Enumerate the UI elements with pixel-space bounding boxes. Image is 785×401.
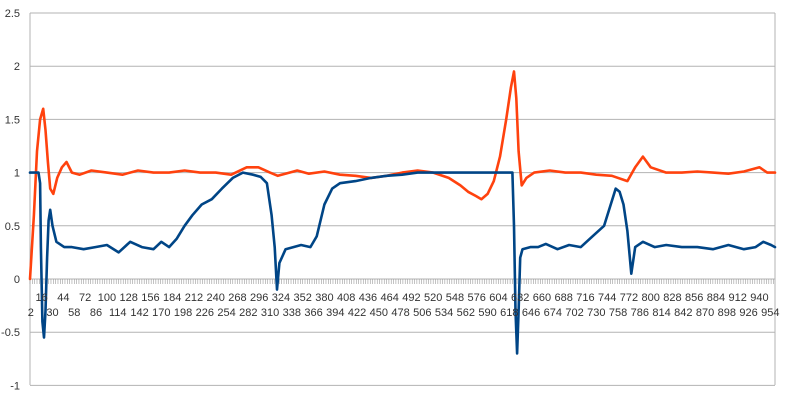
x-tick-label: 156 — [141, 292, 159, 304]
x-tick-label: 674 — [544, 307, 562, 319]
x-tick-label: 632 — [511, 292, 529, 304]
x-tick-label: 898 — [718, 307, 736, 319]
x-tick-label: 744 — [598, 292, 616, 304]
y-axis-labels: -1 -0.5 0 0.5 1 1.5 2 2.5 — [1, 8, 20, 392]
x-tick-label: 590 — [478, 307, 496, 319]
y-tick-label: 2.5 — [5, 8, 20, 20]
x-tick-label: 464 — [381, 292, 399, 304]
y-tick-label: -1 — [10, 380, 20, 392]
x-tick-label: 730 — [587, 307, 605, 319]
x-tick-label: 618 — [500, 307, 518, 319]
series-line-0 — [28, 70, 777, 281]
x-tick-label: 30 — [46, 307, 58, 319]
x-tick-label: 338 — [283, 307, 301, 319]
x-tick-label: 394 — [326, 307, 344, 319]
y-tick-label: 1 — [14, 168, 20, 180]
x-tick-label: 128 — [119, 292, 137, 304]
y-tick-label: -0.5 — [1, 327, 20, 339]
x-tick-label: 926 — [739, 307, 757, 319]
x-tick-label: 940 — [750, 292, 768, 304]
series-line-1 — [28, 171, 777, 355]
x-tick-label: 716 — [576, 292, 594, 304]
x-tick-label: 310 — [261, 307, 279, 319]
x-tick-label: 856 — [685, 292, 703, 304]
x-tick-label: 912 — [729, 292, 747, 304]
x-tick-label: 58 — [68, 307, 80, 319]
x-tick-label: 520 — [424, 292, 442, 304]
x-tick-label: 86 — [90, 307, 102, 319]
x-tick-label: 296 — [250, 292, 268, 304]
x-tick-label: 226 — [196, 307, 214, 319]
x-tick-label: 380 — [315, 292, 333, 304]
x-tick-label: 576 — [468, 292, 486, 304]
x-tick-label: 562 — [457, 307, 475, 319]
x-tick-label: 800 — [642, 292, 660, 304]
x-tick-label: 184 — [163, 292, 181, 304]
y-tick-label: 0.5 — [5, 221, 20, 233]
x-tick-label: 268 — [228, 292, 246, 304]
x-tick-label: 450 — [370, 307, 388, 319]
x-tick-label: 114 — [109, 307, 127, 319]
x-tick-label: 954 — [761, 307, 779, 319]
x-tick-label: 240 — [206, 292, 224, 304]
x-tick-label: 548 — [446, 292, 464, 304]
x-tick-label: 408 — [337, 292, 355, 304]
x-tick-label: 324 — [272, 292, 290, 304]
x-tick-label: 772 — [620, 292, 638, 304]
x-tick-label: 44 — [57, 292, 69, 304]
x-tick-label: 212 — [185, 292, 203, 304]
x-tick-label: 2 — [28, 307, 34, 319]
x-tick-label: 842 — [674, 307, 692, 319]
x-tick-label: 422 — [348, 307, 366, 319]
y-tick-label: 1.5 — [5, 114, 20, 126]
x-tick-label: 72 — [79, 292, 91, 304]
x-tick-label: 436 — [359, 292, 377, 304]
x-axis-ticks — [29, 279, 774, 284]
x-tick-label: 604 — [489, 292, 507, 304]
x-tick-label: 142 — [130, 307, 148, 319]
x-tick-label: 352 — [293, 292, 311, 304]
x-tick-label: 506 — [413, 307, 431, 319]
y-tick-label: 2 — [14, 61, 20, 73]
y-tick-label: 0 — [14, 274, 20, 286]
x-tick-label: 660 — [533, 292, 551, 304]
x-tick-label: 100 — [98, 292, 116, 304]
x-tick-label: 814 — [652, 307, 670, 319]
x-axis-labels: 16 44 72 100 128 156 184 212 240 268 296 324 352 380 4… — [28, 292, 780, 319]
x-tick-label: 366 — [304, 307, 322, 319]
x-tick-label: 492 — [402, 292, 420, 304]
x-tick-label: 534 — [435, 307, 453, 319]
x-tick-label: 198 — [174, 307, 192, 319]
x-tick-label: 870 — [696, 307, 714, 319]
x-tick-label: 758 — [609, 307, 627, 319]
x-tick-label: 646 — [522, 307, 540, 319]
x-tick-label: 170 — [152, 307, 170, 319]
x-tick-label: 254 — [217, 307, 235, 319]
x-tick-label: 16 — [36, 292, 48, 304]
x-tick-label: 282 — [239, 307, 257, 319]
x-tick-label: 828 — [663, 292, 681, 304]
x-tick-label: 786 — [631, 307, 649, 319]
x-tick-label: 702 — [565, 307, 583, 319]
grid — [29, 12, 776, 386]
series-group — [28, 70, 777, 355]
x-tick-label: 478 — [391, 307, 409, 319]
x-tick-label: 884 — [707, 292, 725, 304]
x-tick-label: 688 — [555, 292, 573, 304]
